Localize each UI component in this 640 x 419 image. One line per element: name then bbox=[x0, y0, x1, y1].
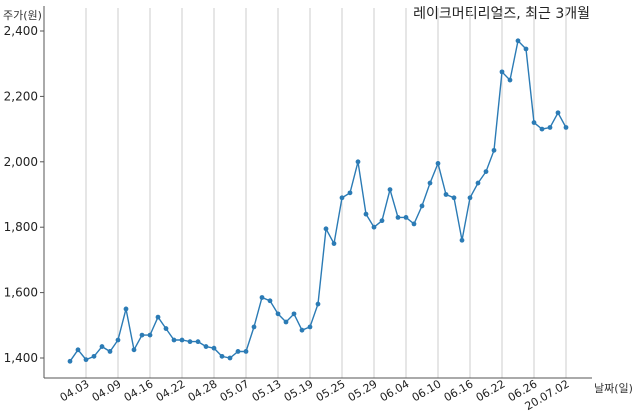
data-point bbox=[315, 301, 321, 307]
data-point bbox=[547, 125, 553, 130]
data-point bbox=[283, 319, 289, 325]
data-point bbox=[163, 326, 169, 331]
data-point bbox=[171, 337, 177, 343]
data-point bbox=[107, 349, 113, 354]
data-point bbox=[371, 224, 377, 230]
y-tick-label: 2,200 bbox=[4, 89, 38, 103]
data-point bbox=[499, 69, 505, 75]
y-tick-label: 2,400 bbox=[4, 24, 38, 38]
data-point bbox=[227, 355, 233, 361]
data-point bbox=[99, 344, 105, 349]
data-point bbox=[491, 147, 497, 153]
data-point bbox=[139, 332, 145, 338]
x-tick-label: 04.03 bbox=[58, 377, 92, 404]
data-point bbox=[347, 190, 353, 196]
data-point bbox=[251, 324, 257, 330]
y-axis-label: 주가(원) bbox=[3, 9, 42, 22]
data-point bbox=[483, 169, 489, 175]
x-tick-label: 04.16 bbox=[122, 377, 156, 404]
data-point bbox=[195, 339, 201, 345]
data-point bbox=[539, 126, 545, 132]
data-point bbox=[475, 180, 481, 186]
data-point bbox=[443, 192, 449, 197]
y-tick-label: 1,400 bbox=[4, 351, 38, 365]
data-point bbox=[75, 347, 81, 353]
data-point bbox=[211, 345, 217, 351]
x-tick-label: 04.09 bbox=[90, 377, 124, 404]
data-point bbox=[515, 38, 521, 44]
x-tick-label: 06.16 bbox=[442, 377, 476, 404]
data-point bbox=[155, 314, 161, 320]
data-point bbox=[203, 344, 209, 349]
x-tick-label: 04.28 bbox=[186, 377, 220, 404]
data-point bbox=[323, 226, 329, 232]
x-tick-label: 06.10 bbox=[410, 377, 444, 404]
data-point bbox=[563, 125, 569, 130]
data-point bbox=[507, 77, 513, 83]
data-point bbox=[115, 337, 121, 343]
data-point bbox=[299, 327, 305, 333]
data-point bbox=[291, 311, 297, 317]
price-points bbox=[67, 38, 569, 364]
price-series-line bbox=[69, 39, 567, 362]
data-point bbox=[275, 311, 281, 317]
x-tick-label: 04.22 bbox=[154, 377, 188, 404]
x-ticks: 04.0304.0904.1604.2204.2805.0705.1305.19… bbox=[58, 377, 572, 413]
y-tick-label: 1,600 bbox=[4, 286, 38, 300]
data-point bbox=[187, 339, 193, 345]
data-point bbox=[243, 349, 249, 354]
x-tick-label: 05.13 bbox=[250, 377, 284, 404]
data-point bbox=[379, 218, 385, 224]
x-tick-label: 05.19 bbox=[282, 377, 316, 404]
y-tick-label: 2,000 bbox=[4, 155, 38, 169]
data-point bbox=[259, 295, 265, 300]
data-point bbox=[179, 337, 185, 343]
data-point bbox=[339, 195, 345, 201]
data-point bbox=[467, 195, 473, 201]
data-point bbox=[83, 357, 89, 363]
data-point bbox=[555, 110, 561, 116]
data-point bbox=[363, 211, 369, 217]
data-point bbox=[395, 214, 401, 220]
data-point bbox=[411, 221, 417, 227]
x-tick-label: 05.25 bbox=[314, 377, 348, 404]
data-point bbox=[403, 214, 409, 220]
data-point bbox=[267, 298, 273, 304]
data-point bbox=[235, 349, 241, 354]
x-tick-label: 05.07 bbox=[218, 377, 252, 404]
y-ticks: 1,400 1,600 1,800 2,000 2,200 2,400 bbox=[4, 24, 44, 365]
data-point bbox=[523, 46, 529, 52]
grid-lines bbox=[85, 8, 567, 378]
data-point bbox=[459, 237, 465, 243]
y-tick-label: 1,800 bbox=[4, 220, 38, 234]
data-point bbox=[531, 120, 537, 125]
data-point bbox=[427, 180, 433, 186]
data-point bbox=[67, 358, 73, 364]
x-axis-label: 날짜(일) bbox=[594, 381, 633, 395]
x-tick-label: 06.22 bbox=[474, 377, 508, 404]
data-point bbox=[435, 161, 441, 166]
data-point bbox=[123, 306, 129, 312]
data-point bbox=[331, 241, 337, 246]
data-point bbox=[219, 353, 225, 359]
data-point bbox=[451, 195, 457, 201]
data-point bbox=[307, 324, 313, 330]
x-tick-label: 05.29 bbox=[346, 377, 380, 404]
data-point bbox=[387, 187, 393, 192]
x-tick-label: 06.04 bbox=[378, 377, 412, 404]
data-point bbox=[355, 159, 361, 165]
data-point bbox=[419, 203, 425, 209]
data-point bbox=[147, 332, 153, 338]
data-point bbox=[131, 347, 137, 353]
data-point bbox=[91, 353, 97, 359]
